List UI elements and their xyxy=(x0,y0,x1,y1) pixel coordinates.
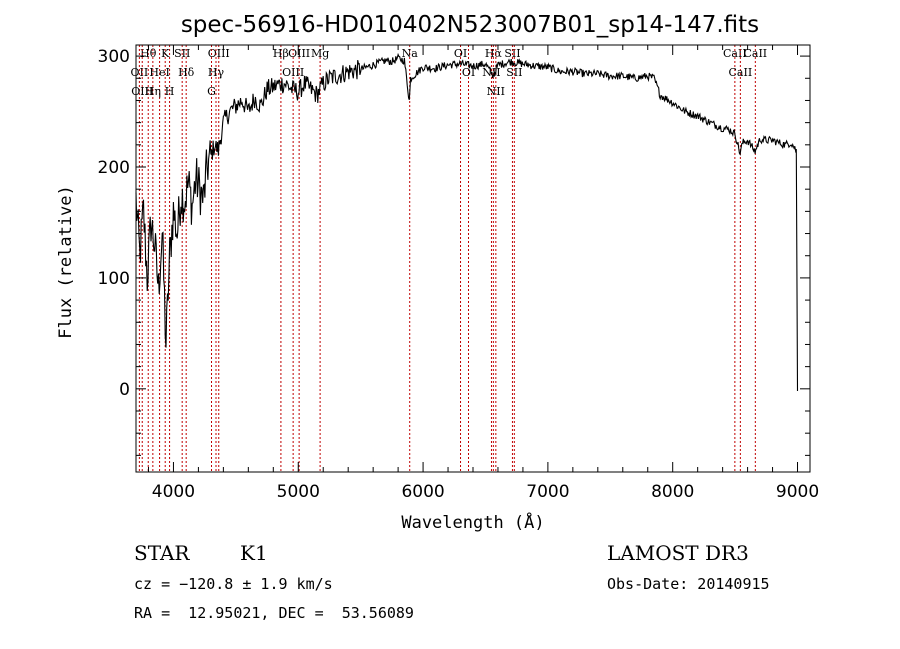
line-label: Hη xyxy=(145,85,161,98)
x-tick-label: 7000 xyxy=(526,482,569,502)
ra-dec-coordinates: RA = 12.95021, DEC = 53.56089 xyxy=(134,604,414,622)
x-tick-label: 9000 xyxy=(776,482,819,502)
line-label: Mg xyxy=(311,47,329,60)
line-label: SII xyxy=(504,47,520,60)
spectrum-line xyxy=(135,52,799,392)
y-tick-label: 200 xyxy=(98,158,130,178)
y-tick-label: 0 xyxy=(119,380,130,400)
line-label: Hδ xyxy=(178,66,195,79)
line-label: H xyxy=(165,85,175,98)
line-label: OIII xyxy=(288,47,310,60)
line-label: Na xyxy=(402,47,419,60)
survey-label: LAMOST DR3 xyxy=(607,541,749,565)
spectrum-series xyxy=(135,52,799,392)
line-label: NII xyxy=(487,85,505,98)
line-label: CaII xyxy=(729,66,753,79)
line-label: Hα xyxy=(485,47,503,60)
line-label: OI xyxy=(454,47,467,60)
line-label: OI xyxy=(462,66,475,79)
line-label: Hγ xyxy=(208,66,225,79)
class-label: STAR xyxy=(134,541,190,565)
x-tick-label: 6000 xyxy=(401,482,444,502)
x-tick-label: 5000 xyxy=(277,482,320,502)
axis-ticks: 4000 5000 6000 7000 8000 9000 0 100 200 300 xyxy=(98,45,819,502)
line-label: K xyxy=(161,47,170,60)
chart-title: spec-56916-HD010402N523007B01_sp14-147.f… xyxy=(181,12,759,38)
line-label: HeI xyxy=(149,66,169,79)
y-tick-label: 100 xyxy=(98,269,130,289)
line-label: Hβ xyxy=(273,47,289,60)
line-label: G xyxy=(207,85,216,98)
line-label: SII xyxy=(174,47,190,60)
y-tick-label: 300 xyxy=(98,47,130,67)
line-label: CaII xyxy=(743,47,767,60)
y-axis-label: Flux (relative) xyxy=(56,185,76,339)
x-tick-label: 4000 xyxy=(152,482,195,502)
x-tick-label: 8000 xyxy=(651,482,694,502)
subclass-label: K1 xyxy=(240,541,268,565)
line-label: OIII xyxy=(131,85,153,98)
redshift-cz: cz = −120.8 ± 1.9 km/s xyxy=(134,575,333,593)
line-label: OII xyxy=(131,66,149,79)
obs-date: Obs-Date: 20140915 xyxy=(607,575,770,593)
line-label: SII xyxy=(506,66,522,79)
x-axis-label: Wavelength (Å) xyxy=(401,511,544,533)
line-label: OIII xyxy=(208,47,230,60)
line-label: OIII xyxy=(282,66,304,79)
